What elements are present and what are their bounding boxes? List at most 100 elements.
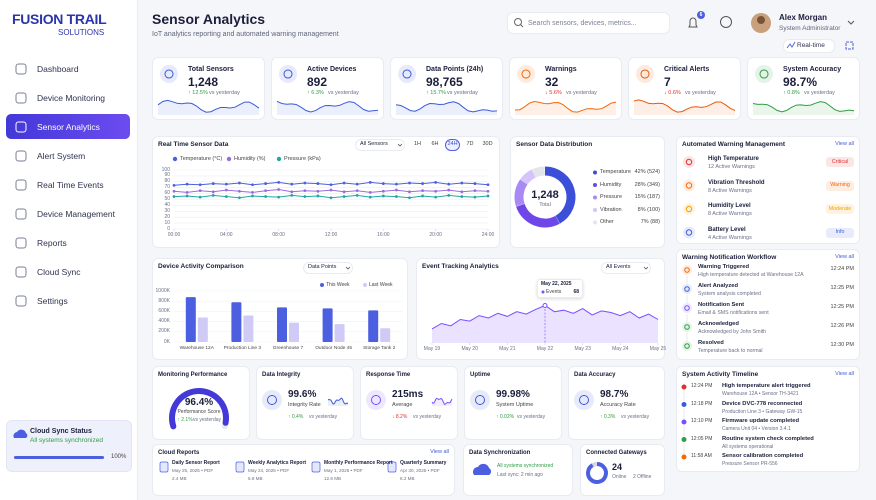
legend-label: Pressure (kPa)	[284, 155, 321, 162]
file-name[interactable]: Daily Sensor Report	[172, 460, 220, 466]
nav-item[interactable]: Settings	[37, 296, 68, 306]
x-tick-label: 00:00	[167, 232, 181, 238]
workflow-step: Notification Sent	[698, 302, 745, 308]
series-point	[277, 188, 281, 191]
kpi-note: vs yesterday	[685, 90, 716, 96]
nav-item[interactable]: Device Management	[37, 209, 115, 219]
kpi-icon-glyph	[640, 69, 650, 79]
range-button[interactable]	[480, 139, 495, 151]
file-name[interactable]: Monthly Performance Report	[324, 460, 393, 466]
nav-item[interactable]: Sensor Analytics	[37, 122, 100, 132]
sync-title: Cloud Sync Status	[30, 428, 92, 435]
series-point	[421, 182, 424, 185]
file-icon	[387, 461, 397, 473]
range-label[interactable]: 1H	[413, 141, 422, 147]
file-name[interactable]: Quarterly Summary	[400, 460, 447, 466]
chart-title: Sensor Data Distribution	[516, 141, 593, 148]
device-filter[interactable]	[303, 262, 353, 274]
series-point	[381, 182, 385, 185]
view-all-link[interactable]: View all	[835, 141, 854, 147]
y-tick-label: 90	[164, 172, 170, 179]
gateways-online-label: Online	[612, 474, 627, 480]
series-point	[342, 181, 346, 185]
view-all-link[interactable]: View all	[430, 449, 449, 455]
x-tick-label: Storage Tank 2	[363, 346, 396, 351]
panel-title: System Activity Timeline	[682, 371, 759, 378]
bar	[322, 308, 333, 342]
timeline-time: 11:58 AM	[691, 453, 712, 459]
x-tick-label: May 22	[536, 346, 554, 352]
kpi-note: vs yesterday	[209, 90, 240, 96]
search-box[interactable]	[507, 12, 670, 34]
gateway-offline-arc	[591, 462, 597, 467]
kpi-trend: ↑ 6.3%	[307, 90, 324, 96]
warning-icon	[683, 203, 695, 215]
notification-count[interactable]: 6	[699, 12, 703, 18]
series-point	[264, 189, 267, 193]
bar	[289, 322, 299, 342]
event-filter[interactable]	[601, 262, 651, 274]
range-label[interactable]: 30D	[482, 141, 493, 147]
chart-title: Event Tracking Analytics	[422, 263, 499, 270]
warnings-card	[676, 136, 860, 244]
file-size: 2.4 MB	[172, 476, 187, 481]
kpi-sparkline	[395, 101, 498, 113]
series-point	[368, 180, 372, 184]
metric-label: Accuracy Rate	[600, 402, 636, 408]
user-role: System Administrator	[779, 25, 841, 32]
sync-status: All systems synchronized	[497, 463, 554, 469]
range-label[interactable]: 6H	[431, 141, 439, 147]
metric-trend: ↑ 0.3%	[600, 414, 616, 420]
range-label[interactable]: 7D	[466, 141, 474, 147]
timeline-detail: Pressure Sensor PR-556	[722, 461, 778, 467]
metric-icon-glyph	[371, 395, 381, 405]
tooltip-point	[542, 302, 548, 308]
y-tick-label: 200K	[158, 328, 170, 335]
series-point	[198, 183, 202, 187]
view-all-link[interactable]: View all	[835, 371, 854, 377]
range-label[interactable]: 24H	[447, 141, 458, 147]
nav-item[interactable]: Real Time Events	[37, 180, 104, 190]
metric-title: Response Time	[366, 372, 411, 378]
gateway-online-arc	[586, 462, 608, 484]
series-point	[486, 189, 490, 193]
x-tick-label: Outdoor Node 45	[315, 346, 352, 351]
series-point	[303, 189, 307, 193]
nav-item[interactable]: Dashboard	[37, 64, 79, 74]
view-all-link[interactable]: View all	[835, 254, 854, 260]
metric-trend: ↑ 2.1%	[177, 417, 193, 423]
bar	[231, 302, 242, 342]
warning-count: 8 Active Warnings	[708, 211, 752, 217]
x-tick-label: Production Line 3	[223, 346, 262, 351]
legend-swatch	[226, 156, 232, 162]
nav-item[interactable]: Cloud Sync	[37, 267, 81, 277]
metric-icon	[262, 390, 282, 410]
tooltip-date: May 22, 2025	[541, 281, 572, 287]
warning-badge	[826, 157, 854, 167]
range-button[interactable]	[445, 139, 460, 151]
warning-level: Info	[835, 229, 845, 235]
range-button[interactable]	[427, 139, 443, 151]
file-name[interactable]: Weekly Analytics Report	[248, 460, 307, 466]
y-tick-label: 600K	[158, 307, 170, 314]
sync-status: All systems synchronized	[30, 437, 103, 444]
range-button[interactable]	[462, 139, 478, 151]
timeline-dot	[681, 437, 687, 442]
sensor-filter[interactable]	[355, 139, 405, 151]
series-point	[408, 190, 411, 194]
series-point	[473, 195, 477, 199]
expand-icon	[845, 41, 854, 50]
timeline-title: Device DVC-778 reconnected	[722, 400, 803, 407]
range-button[interactable]	[410, 139, 425, 151]
kpi-icon-glyph	[402, 69, 412, 79]
value-label: 8% (100)	[637, 206, 660, 213]
series-point	[381, 194, 385, 198]
legend-label: Temperature	[600, 169, 631, 175]
nav-item[interactable]: Reports	[37, 238, 67, 248]
series-point	[172, 189, 176, 193]
nav-item[interactable]: Device Monitoring	[37, 93, 106, 103]
nav-item[interactable]: Alert System	[37, 151, 86, 161]
mode-button[interactable]	[783, 39, 835, 53]
tooltip-label: Events	[546, 289, 562, 295]
series-point	[408, 196, 411, 200]
